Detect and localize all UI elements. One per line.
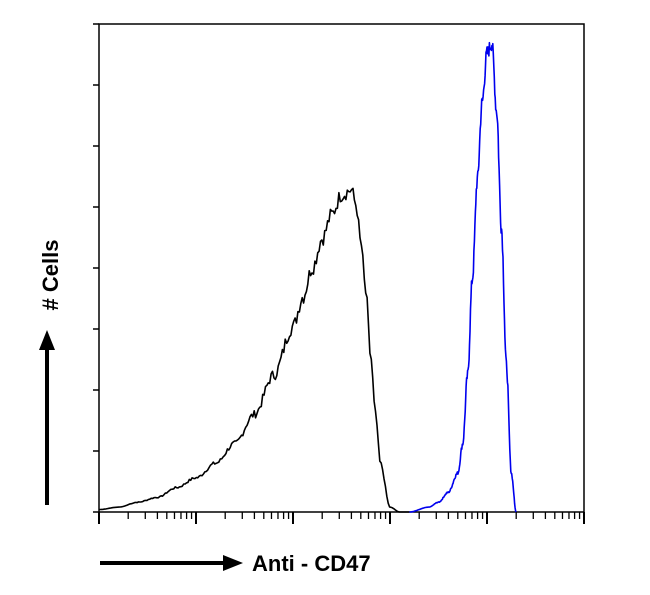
x-axis-arrow	[100, 555, 243, 571]
y-axis-title: # Cells	[38, 240, 63, 311]
x-axis-ticks	[98, 512, 585, 524]
series-layer	[98, 41, 517, 513]
y-axis-ticks	[93, 23, 99, 513]
x-axis-title: Anti - CD47	[252, 551, 371, 576]
cd47-histogram-line	[409, 41, 517, 513]
plot-area-frame	[98, 23, 585, 513]
control-histogram-line	[98, 187, 410, 513]
y-axis-arrow	[39, 330, 55, 505]
